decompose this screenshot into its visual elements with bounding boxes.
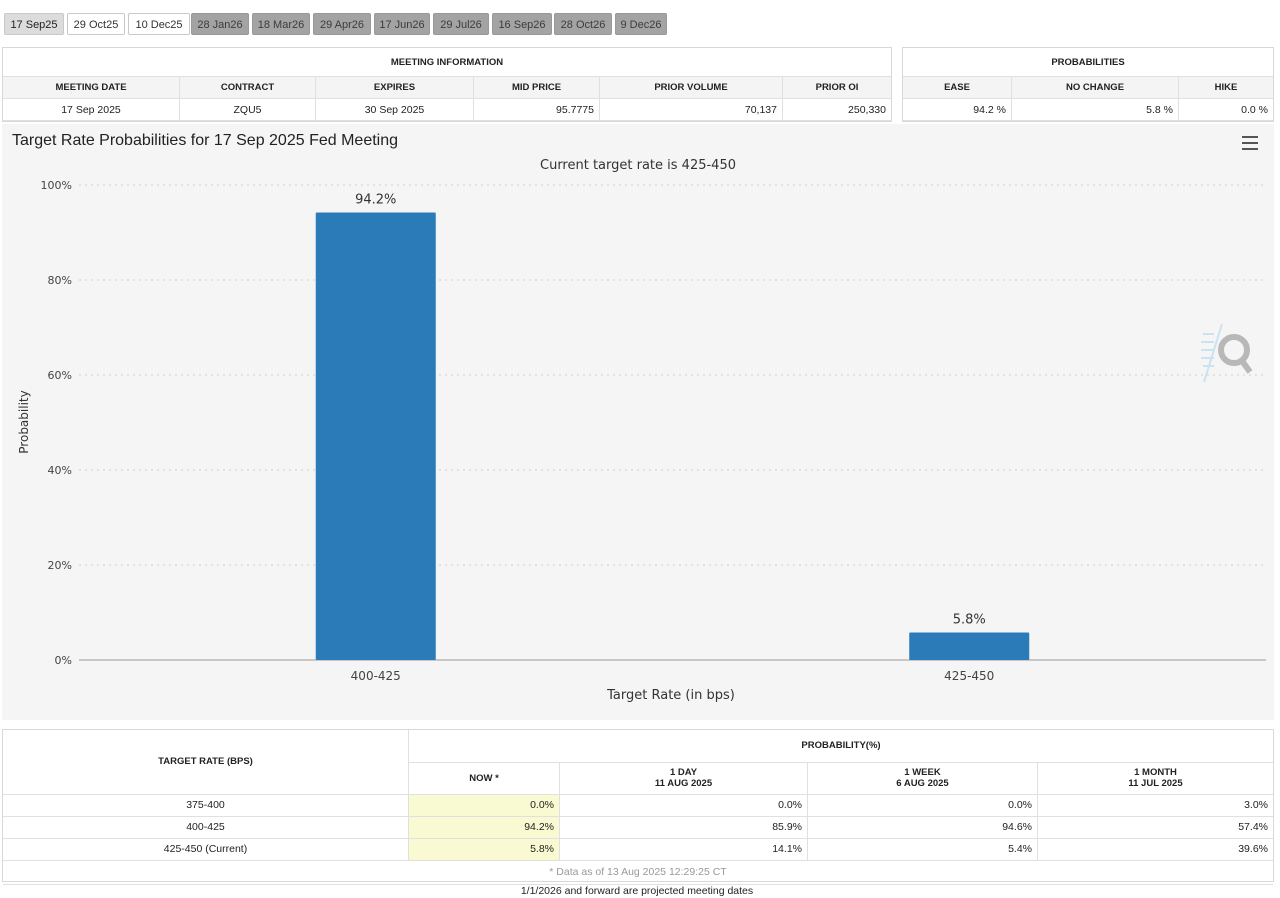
x-tick-label: 425-450 <box>944 669 994 683</box>
probability-header: PROBABILITY(%) <box>408 730 1273 763</box>
quikstrike-logo-icon <box>1201 323 1253 383</box>
day-cell: 14.1% <box>559 838 808 861</box>
value-prior-volume: 70,137 <box>599 98 783 121</box>
header-expires: EXPIRES <box>315 76 474 99</box>
x-axis-label: Target Rate (in bps) <box>606 688 735 703</box>
target-rate-header: TARGET RATE (BPS) <box>3 730 409 795</box>
y-axis-label: Probability <box>17 390 31 453</box>
data-label: 5.8% <box>953 612 986 627</box>
header-hike: HIKE <box>1178 76 1273 99</box>
header-contract: CONTRACT <box>179 76 316 99</box>
y-tick-label: 60% <box>48 369 72 382</box>
tab-28-oct26[interactable]: 28 Oct26 <box>554 13 612 35</box>
day-cell: 0.0% <box>559 794 808 817</box>
chart-container: Target Rate Probabilities for 17 Sep 202… <box>2 124 1274 720</box>
probability-table-panel: TARGET RATE (BPS) PROBABILITY(%) NOW * 1… <box>2 729 1274 885</box>
rate-cell: 400-425 <box>3 816 409 839</box>
tab-17-sep25[interactable]: 17 Sep25 <box>4 13 64 35</box>
value-ease: 94.2 % <box>903 98 1012 121</box>
value-hike: 0.0 % <box>1178 98 1273 121</box>
now-cell: 94.2% <box>408 816 560 839</box>
day-cell: 85.9% <box>559 816 808 839</box>
header-ease: EASE <box>903 76 1012 99</box>
rate-cell: 375-400 <box>3 794 409 817</box>
now-cell: 0.0% <box>408 794 560 817</box>
month-cell: 57.4% <box>1037 816 1273 839</box>
month-cell: 39.6% <box>1037 838 1273 861</box>
meeting-info-title: MEETING INFORMATION <box>3 48 891 77</box>
col-1-month: 1 MONTH 11 JUL 2025 <box>1037 762 1273 795</box>
value-contract: ZQU5 <box>179 98 316 121</box>
tab-28-jan26[interactable]: 28 Jan26 <box>191 13 249 35</box>
chart-title: Target Rate Probabilities for 17 Sep 202… <box>12 132 399 149</box>
value-mid-price: 95.7775 <box>473 98 600 121</box>
table-row: 400-425 94.2% 85.9% 94.6% 57.4% <box>3 816 1273 839</box>
meeting-information-panel: MEETING INFORMATION MEETING DATE CONTRAC… <box>2 47 892 122</box>
col-now: NOW * <box>408 762 560 795</box>
bar-425-450[interactable] <box>909 632 1030 660</box>
col-1-week: 1 WEEK 6 AUG 2025 <box>807 762 1038 795</box>
table-row: 425-450 (Current) 5.8% 14.1% 5.4% 39.6% <box>3 838 1273 861</box>
y-tick-label: 100% <box>41 179 72 192</box>
week-cell: 0.0% <box>807 794 1038 817</box>
chart-subtitle: Current target rate is 425-450 <box>540 158 736 173</box>
x-tick-label: 400-425 <box>351 669 401 683</box>
tab-29-oct25[interactable]: 29 Oct25 <box>67 13 125 35</box>
data-timestamp-footnote: * Data as of 13 Aug 2025 12:29:25 CT <box>3 860 1273 885</box>
probabilities-panel: PROBABILITIES EASE NO CHANGE HIKE 94.2 %… <box>902 47 1274 122</box>
rate-cell: 425-450 (Current) <box>3 838 409 861</box>
y-tick-label: 20% <box>48 559 72 572</box>
tab-9-dec26[interactable]: 9 Dec26 <box>615 13 667 35</box>
probabilities-title: PROBABILITIES <box>903 48 1273 77</box>
y-tick-label: 0% <box>55 654 72 667</box>
month-cell: 3.0% <box>1037 794 1273 817</box>
col-1-day: 1 DAY 11 AUG 2025 <box>559 762 808 795</box>
projected-dates-note: 1/1/2026 and forward are projected meeti… <box>520 885 754 897</box>
data-label: 94.2% <box>355 193 396 208</box>
y-tick-label: 80% <box>48 274 72 287</box>
menu-icon[interactable] <box>1242 136 1258 150</box>
now-cell: 5.8% <box>408 838 560 861</box>
header-meeting-date: MEETING DATE <box>3 76 180 99</box>
tab-17-jun26[interactable]: 17 Jun26 <box>374 13 430 35</box>
bar-chart: Current target rate is 425-450 0% 20% 40% 6… <box>17 158 1266 703</box>
tab-16-sep26[interactable]: 16 Sep26 <box>492 13 552 35</box>
header-mid-price: MID PRICE <box>473 76 600 99</box>
header-prior-oi: PRIOR OI <box>782 76 891 99</box>
tab-18-mar26[interactable]: 18 Mar26 <box>252 13 310 35</box>
value-expires: 30 Sep 2025 <box>315 98 474 121</box>
y-tick-label: 40% <box>48 464 72 477</box>
header-no-change: NO CHANGE <box>1011 76 1179 99</box>
value-prior-oi: 250,330 <box>782 98 891 121</box>
bar-400-425[interactable] <box>315 212 436 661</box>
header-prior-volume: PRIOR VOLUME <box>599 76 783 99</box>
table-row: 375-400 0.0% 0.0% 0.0% 3.0% <box>3 794 1273 817</box>
value-no-change: 5.8 % <box>1011 98 1179 121</box>
week-cell: 94.6% <box>807 816 1038 839</box>
value-meeting-date: 17 Sep 2025 <box>3 98 180 121</box>
tab-29-jul26[interactable]: 29 Jul26 <box>433 13 489 35</box>
tab-10-dec25[interactable]: 10 Dec25 <box>128 13 190 35</box>
tab-29-apr26[interactable]: 29 Apr26 <box>313 13 371 35</box>
week-cell: 5.4% <box>807 838 1038 861</box>
